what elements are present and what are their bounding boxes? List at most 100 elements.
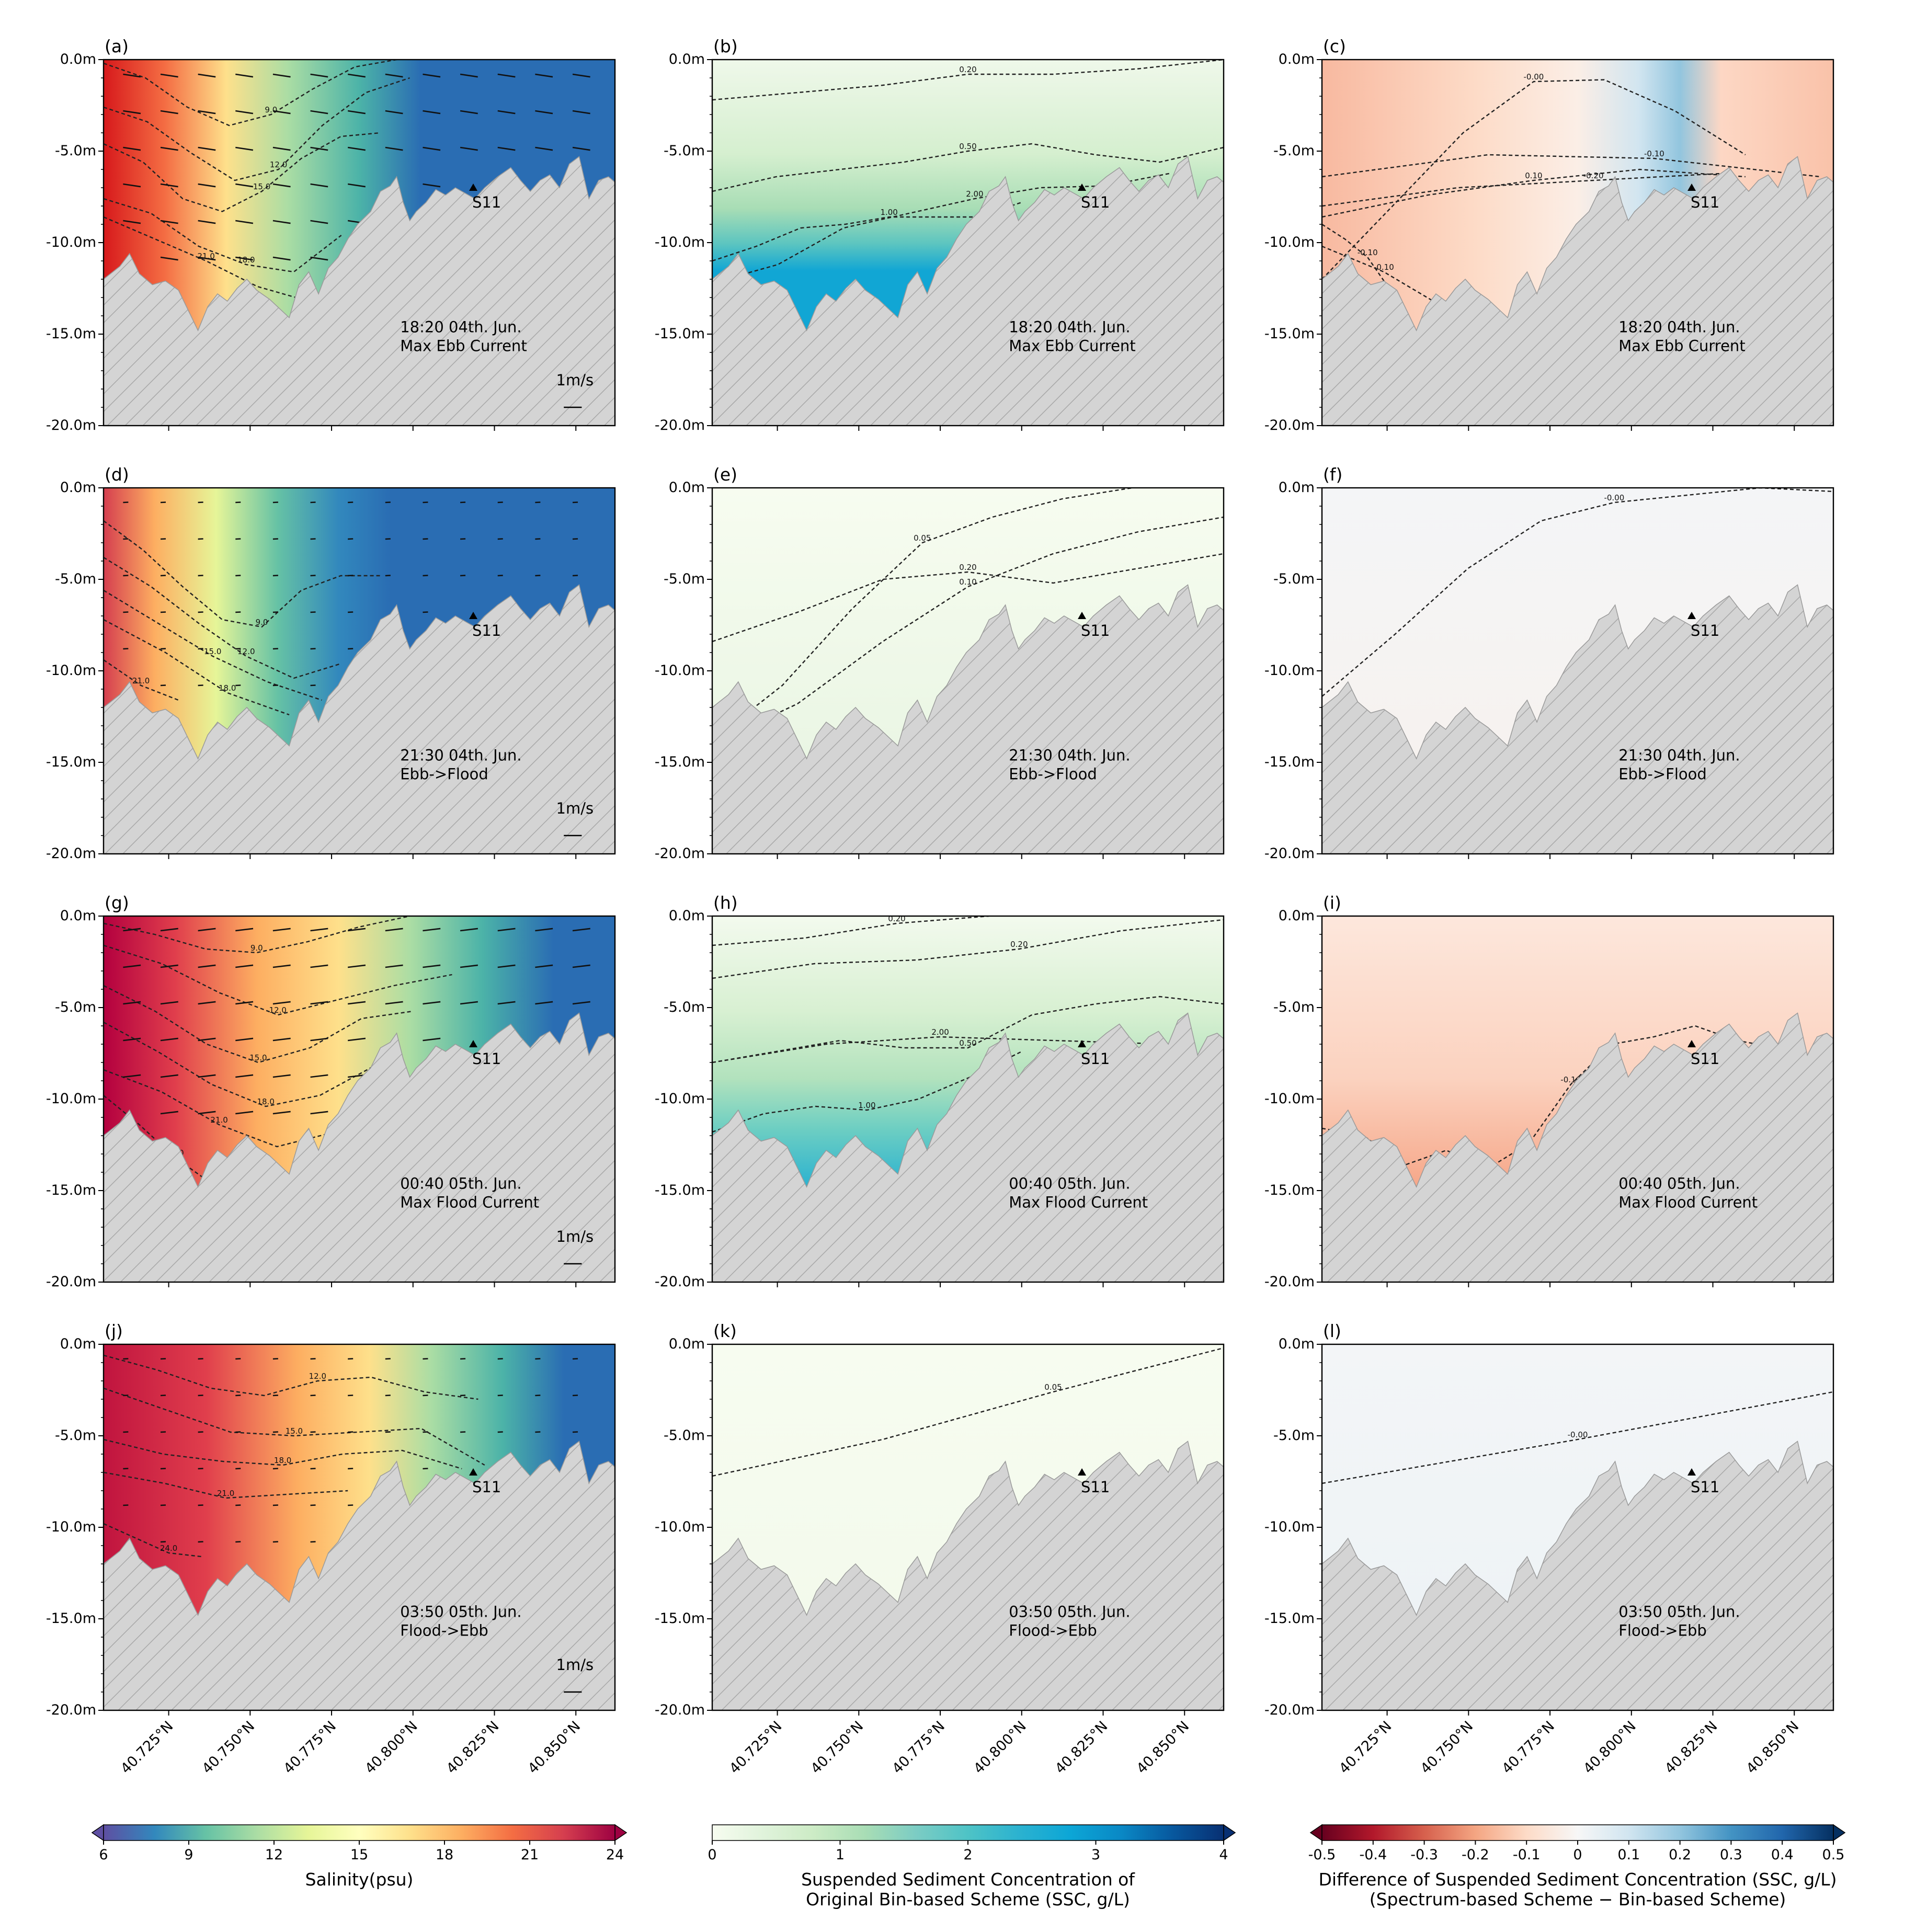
velocity-vector xyxy=(123,73,141,78)
x-tick-label: 40.725°N xyxy=(118,1718,177,1777)
colorbar-tick-label: -0.5 xyxy=(1308,1847,1336,1863)
contour-line xyxy=(712,488,1133,741)
velocity-vector xyxy=(235,1074,254,1078)
velocity-vector xyxy=(235,928,254,932)
water-field xyxy=(104,1344,615,1615)
velocity-vector xyxy=(160,110,178,115)
y-tick-label: -15.0m xyxy=(1264,1182,1315,1198)
x-tick-label: 40.825°N xyxy=(1662,1718,1721,1777)
y-tick-label: 0.0m xyxy=(669,51,705,67)
velocity-vector xyxy=(310,183,328,188)
velocity-vector xyxy=(123,964,141,968)
velocity-vector xyxy=(160,1074,178,1078)
y-tick-label: 0.0m xyxy=(1279,479,1315,496)
contour-line xyxy=(712,996,1224,1064)
velocity-vector xyxy=(572,964,590,968)
velocity-vector xyxy=(198,928,216,932)
y-tick-label: -5.0m xyxy=(664,1427,705,1444)
station-marker xyxy=(469,184,478,191)
colorbar-tick-label: 1 xyxy=(836,1847,845,1863)
time-label: 18:20 04th. Jun. xyxy=(400,318,521,336)
colorbar-extend-high xyxy=(1223,1824,1236,1842)
colorbar-tick-label: 15 xyxy=(350,1847,368,1863)
phase-label: Max Ebb Current xyxy=(400,337,527,355)
colorbar-tick-label: 4 xyxy=(1219,1847,1228,1863)
contour-line xyxy=(104,916,410,954)
panel-a: 9.012.015.018.021.00.0m-5.0m-10.0m-15.0m… xyxy=(46,36,616,433)
contour-line xyxy=(104,1021,374,1107)
time-label: 18:20 04th. Jun. xyxy=(1618,318,1740,336)
time-label: 03:50 05th. Jun. xyxy=(1009,1603,1130,1621)
contour-label: 15.0 xyxy=(286,1426,303,1436)
y-tick-label: -10.0m xyxy=(1264,234,1315,250)
velocity-vector xyxy=(460,1001,478,1005)
velocity-vector xyxy=(535,928,553,932)
y-tick-label: -15.0m xyxy=(655,754,705,770)
velocity-vector xyxy=(160,964,178,968)
contour-line xyxy=(104,77,410,181)
panel-grid: 9.0 12.0 15.0 18.0 21.0 0.0m -5.0m -10.0m -15.0m… xyxy=(46,36,1834,1777)
y-tick-label: -15.0m xyxy=(46,1610,96,1627)
contour-line xyxy=(1322,172,1729,207)
phase-label: Ebb->Flood xyxy=(1009,765,1097,783)
contour-line xyxy=(104,1438,462,1470)
colorbar-tick-label: 0.5 xyxy=(1822,1847,1845,1863)
station-label: S11 xyxy=(1691,1050,1719,1068)
colorbar-tick-label: -0.3 xyxy=(1410,1847,1438,1863)
contour-label: 0.50 xyxy=(959,1038,976,1048)
velocity-vector xyxy=(198,1074,216,1078)
velocity-vector xyxy=(385,73,403,78)
velocity-vector xyxy=(123,1037,141,1042)
y-tick-label: -20.0m xyxy=(655,845,705,862)
velocity-vector xyxy=(160,220,178,224)
station-label: S11 xyxy=(472,1050,501,1068)
y-tick-label: 0.0m xyxy=(1279,908,1315,924)
bathymetry xyxy=(1322,584,1833,854)
velocity-vector xyxy=(535,110,553,115)
contour-label: 1.00 xyxy=(880,208,897,217)
y-tick-label: -15.0m xyxy=(1264,754,1315,770)
contour-label: -0.00 xyxy=(1604,493,1624,502)
time-label: 18:20 04th. Jun. xyxy=(1009,318,1130,336)
station-marker xyxy=(469,612,478,619)
contour-line xyxy=(712,1050,1022,1133)
phase-label: Max Flood Current xyxy=(1009,1194,1148,1211)
panel-e: 0.05 0.10 0.20 0.0m -5.0m -10.0m -15.0m -20.0m (… xyxy=(655,464,1225,862)
contour-line xyxy=(1322,245,1446,310)
phase-label: Flood->Ebb xyxy=(400,1622,488,1640)
contour-label: 9.0 xyxy=(256,618,268,627)
y-tick-label: -20.0m xyxy=(655,1274,705,1290)
contour-label: 0.50 xyxy=(959,142,976,151)
y-tick-label: 0.0m xyxy=(60,908,96,924)
station-marker xyxy=(1687,1468,1696,1476)
velocity-vector xyxy=(423,110,441,115)
velocity-vector xyxy=(348,73,366,78)
y-tick-label: -15.0m xyxy=(655,1610,705,1627)
time-label: 21:30 04th. Jun. xyxy=(1009,747,1130,764)
panel-label: (j) xyxy=(105,1321,123,1341)
colorbar-extend-low xyxy=(91,1824,104,1842)
velocity-vector xyxy=(310,928,328,932)
y-tick-label: -5.0m xyxy=(664,571,705,587)
colorbar-tick-label: 0.3 xyxy=(1720,1847,1742,1863)
x-tick-label: 40.850°N xyxy=(1134,1718,1193,1777)
velocity-vector xyxy=(160,256,178,261)
y-tick-label: -20.0m xyxy=(1264,1702,1315,1718)
velocity-vector xyxy=(160,1037,178,1042)
scale-label: 1m/s xyxy=(556,799,594,817)
contour-line xyxy=(712,201,1022,262)
x-tick-label: 40.725°N xyxy=(726,1718,785,1777)
y-tick-label: -5.0m xyxy=(55,143,96,159)
contour-label: 15.0 xyxy=(249,1053,267,1062)
colorbar-title: Difference of Suspended Sediment Concent… xyxy=(1318,1869,1837,1890)
water-field xyxy=(1322,916,1833,1187)
station-label: S11 xyxy=(472,622,501,639)
velocity-vector xyxy=(160,73,178,78)
water-field xyxy=(712,1344,1224,1615)
panel-label: (a) xyxy=(105,36,129,56)
panel-h: 0.20 0.20 0.50 1.00 2.00 0.0m -5.0m -10.0m -15.0… xyxy=(655,893,1225,1290)
velocity-vector xyxy=(123,220,141,224)
station-label: S11 xyxy=(1081,1050,1110,1068)
